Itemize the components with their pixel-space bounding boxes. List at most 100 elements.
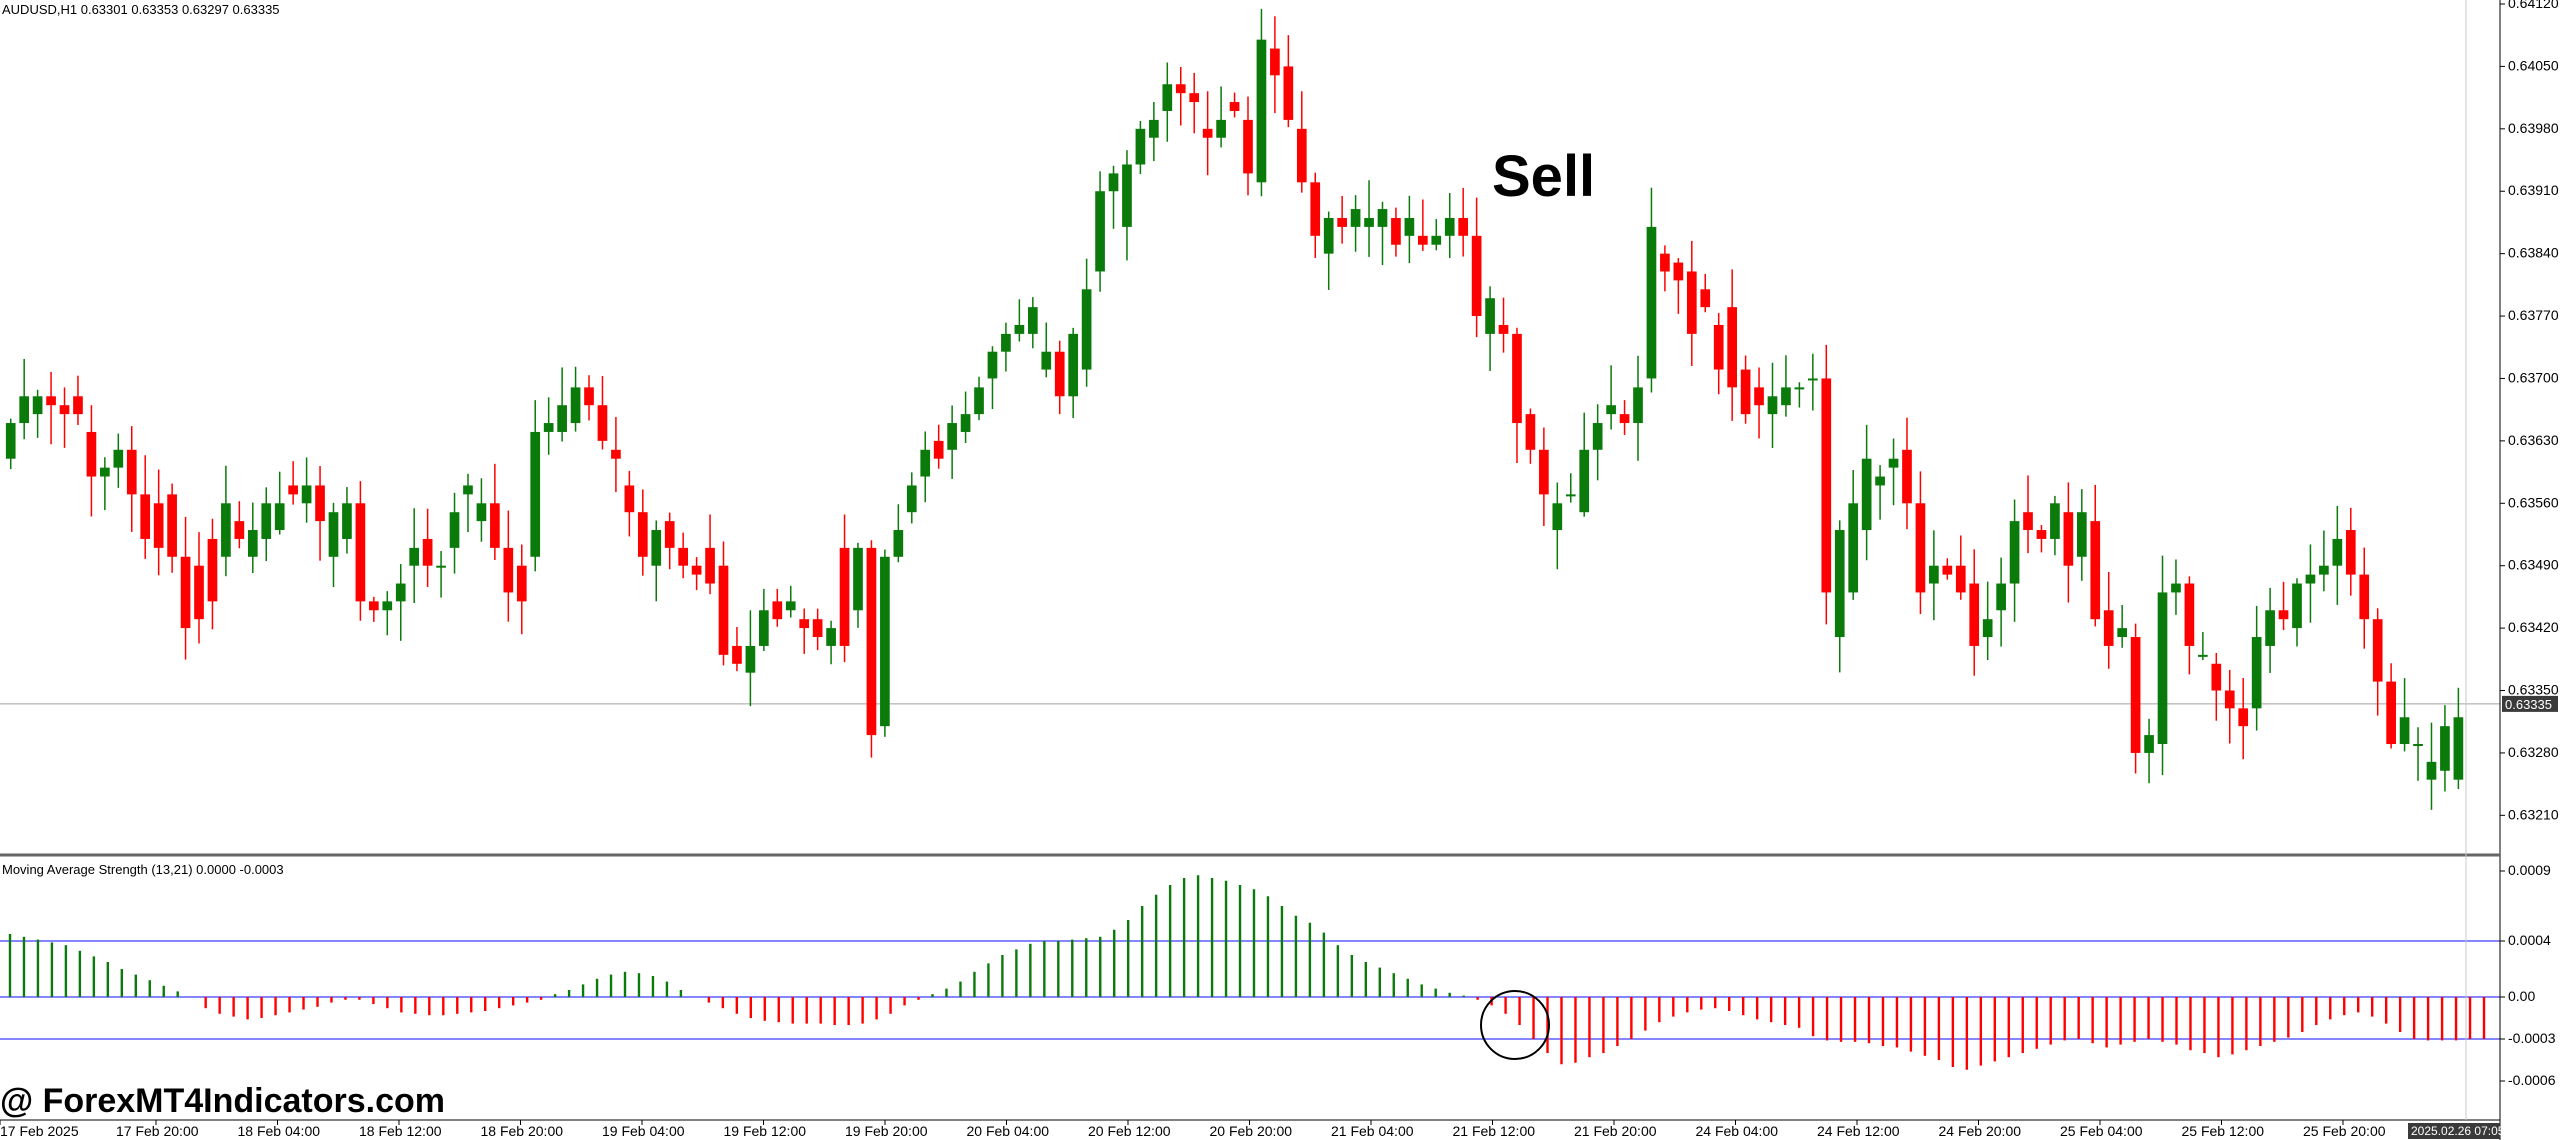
- candle[interactable]: [247, 502, 258, 574]
- candle[interactable]: [2426, 722, 2437, 810]
- candle[interactable]: [1579, 412, 1590, 517]
- candle[interactable]: [140, 455, 151, 559]
- candle[interactable]: [1498, 297, 1509, 353]
- candle[interactable]: [2023, 475, 2033, 554]
- candle[interactable]: [906, 472, 917, 524]
- candle[interactable]: [651, 520, 662, 602]
- candle[interactable]: [960, 391, 971, 443]
- candle[interactable]: [1915, 471, 1926, 615]
- candle[interactable]: [1054, 340, 1065, 415]
- candle[interactable]: [1512, 327, 1522, 463]
- candle[interactable]: [2063, 482, 2074, 603]
- candle[interactable]: [1673, 258, 1684, 314]
- candle[interactable]: [1135, 121, 1146, 174]
- candle[interactable]: [1417, 199, 1428, 251]
- candle[interactable]: [2157, 555, 2168, 776]
- candle[interactable]: [2345, 507, 2356, 596]
- candle[interactable]: [59, 387, 70, 448]
- candle[interactable]: [1633, 355, 1643, 461]
- candle[interactable]: [355, 481, 366, 621]
- candle[interactable]: [46, 371, 56, 445]
- candle[interactable]: [678, 532, 688, 579]
- candle[interactable]: [1861, 424, 1872, 561]
- candle[interactable]: [1592, 404, 1603, 481]
- candle[interactable]: [2144, 718, 2154, 784]
- candle[interactable]: [624, 470, 635, 537]
- candle[interactable]: [234, 501, 245, 549]
- candle[interactable]: [826, 620, 836, 665]
- candle[interactable]: [1848, 470, 1859, 600]
- candle[interactable]: [5, 418, 16, 470]
- candle[interactable]: [691, 557, 702, 591]
- candle[interactable]: [1337, 196, 1347, 244]
- indicator-pane[interactable]: [0, 875, 2500, 1070]
- candle[interactable]: [1189, 72, 1200, 134]
- candle[interactable]: [2251, 605, 2262, 731]
- candle[interactable]: [1283, 35, 1294, 128]
- candle[interactable]: [974, 376, 984, 421]
- candle[interactable]: [113, 433, 124, 488]
- candle[interactable]: [1969, 549, 1980, 676]
- candle[interactable]: [2372, 608, 2383, 716]
- candle[interactable]: [853, 542, 863, 628]
- candle[interactable]: [2413, 727, 2423, 781]
- candle[interactable]: [32, 389, 43, 438]
- candle[interactable]: [1808, 353, 1818, 411]
- candle[interactable]: [503, 510, 514, 622]
- candle[interactable]: [2386, 663, 2396, 749]
- candle[interactable]: [180, 516, 191, 660]
- candle[interactable]: [1781, 355, 1791, 417]
- candle[interactable]: [2009, 499, 2020, 622]
- candle[interactable]: [1727, 269, 1737, 421]
- candle[interactable]: [2278, 581, 2289, 631]
- candle[interactable]: [1256, 8, 1267, 197]
- candle[interactable]: [705, 514, 715, 595]
- candle[interactable]: [395, 564, 406, 641]
- candle[interactable]: [1700, 273, 1711, 313]
- candle[interactable]: [812, 608, 823, 651]
- candle[interactable]: [1888, 438, 1899, 506]
- price-pane[interactable]: [0, 0, 2500, 810]
- candle[interactable]: [1794, 382, 1805, 408]
- candle[interactable]: [1216, 86, 1226, 148]
- candle[interactable]: [301, 457, 312, 523]
- candle[interactable]: [2117, 605, 2128, 648]
- candle[interactable]: [1014, 299, 1025, 342]
- candle[interactable]: [1955, 535, 1966, 600]
- candle[interactable]: [1364, 180, 1374, 257]
- candle[interactable]: [126, 426, 137, 532]
- candle[interactable]: [1404, 195, 1415, 264]
- candle[interactable]: [2440, 705, 2450, 792]
- candle[interactable]: [893, 504, 904, 563]
- candle[interactable]: [86, 405, 97, 517]
- candle[interactable]: [785, 585, 796, 618]
- candle[interactable]: [1350, 195, 1361, 252]
- candle[interactable]: [2076, 489, 2087, 581]
- candle[interactable]: [2103, 571, 2114, 669]
- candle[interactable]: [2359, 547, 2370, 649]
- candle[interactable]: [718, 541, 729, 666]
- candle[interactable]: [1525, 408, 1536, 464]
- candle[interactable]: [1431, 219, 1442, 251]
- candle[interactable]: [19, 358, 30, 440]
- candle[interactable]: [1754, 367, 1764, 439]
- candle[interactable]: [449, 492, 460, 574]
- candle[interactable]: [221, 465, 231, 577]
- candle[interactable]: [2332, 505, 2343, 605]
- candle[interactable]: [2130, 623, 2141, 774]
- candle[interactable]: [1660, 245, 1670, 292]
- candle[interactable]: [2211, 652, 2222, 721]
- candle[interactable]: [772, 588, 783, 627]
- candle[interactable]: [1001, 322, 1011, 372]
- candle[interactable]: [1310, 172, 1321, 259]
- candle[interactable]: [1296, 91, 1307, 193]
- candle[interactable]: [1646, 187, 1657, 393]
- candle[interactable]: [637, 489, 648, 576]
- candle[interactable]: [1175, 67, 1186, 126]
- candle[interactable]: [1270, 16, 1280, 114]
- candle[interactable]: [987, 346, 998, 410]
- candle[interactable]: [153, 469, 164, 576]
- candle[interactable]: [1444, 193, 1455, 259]
- candle[interactable]: [1041, 322, 1052, 378]
